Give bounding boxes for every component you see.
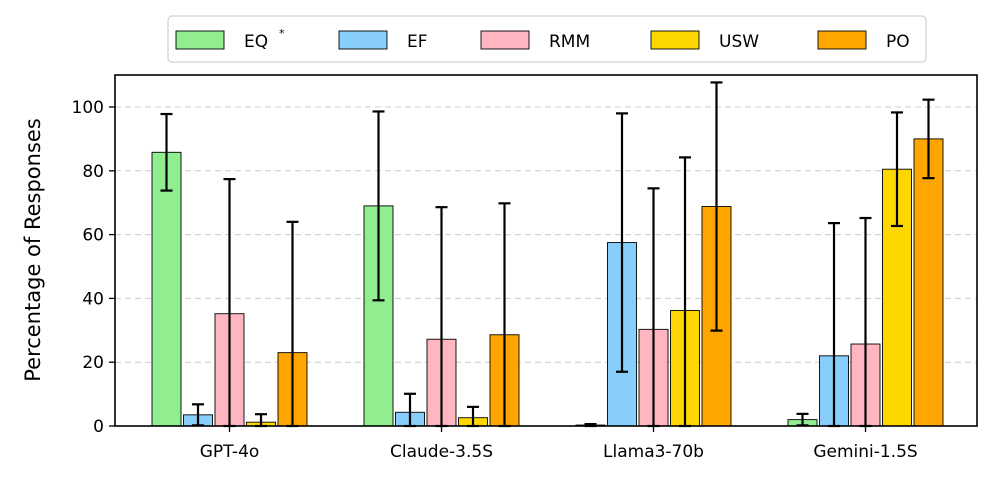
y-tick-label: 20 [82, 353, 104, 373]
y-tick-label: 0 [93, 417, 104, 437]
legend-label: PO [886, 32, 910, 52]
x-tick-label: Claude-3.5S [390, 442, 493, 462]
y-tick-label: 80 [82, 162, 104, 182]
legend-swatch [817, 30, 867, 50]
legend-swatch [480, 30, 530, 50]
grid [115, 106, 977, 363]
x-axis: GPT-4o Claude-3.5S Llama3-70b Gemini-1.5S [200, 426, 918, 462]
y-tick-label: 60 [82, 226, 104, 246]
bar [151, 151, 182, 427]
legend-swatch [338, 30, 388, 50]
legend-superscript: * [279, 27, 285, 40]
legend-label: USW [719, 32, 759, 52]
legend-label: EQ [244, 32, 268, 52]
y-tick-label: 100 [72, 98, 104, 118]
x-tick-label: GPT-4o [200, 442, 260, 462]
legend-box [167, 15, 927, 63]
legend-label: RMM [549, 32, 590, 52]
x-tick-label: Gemini-1.5S [813, 442, 917, 462]
legend-label: EF [407, 32, 428, 52]
legend-swatch [650, 30, 700, 50]
y-tick-label: 40 [82, 289, 104, 309]
legend: EQ * EF RMM USW PO [167, 15, 927, 63]
legend-swatch [175, 30, 225, 50]
bar [913, 138, 944, 427]
x-tick-label: Llama3-70b [603, 442, 704, 462]
axes-frame [114, 74, 978, 427]
y-axis: 0 20 40 60 80 100 [72, 98, 115, 437]
y-axis-label: Percentage of Responses [21, 118, 45, 382]
